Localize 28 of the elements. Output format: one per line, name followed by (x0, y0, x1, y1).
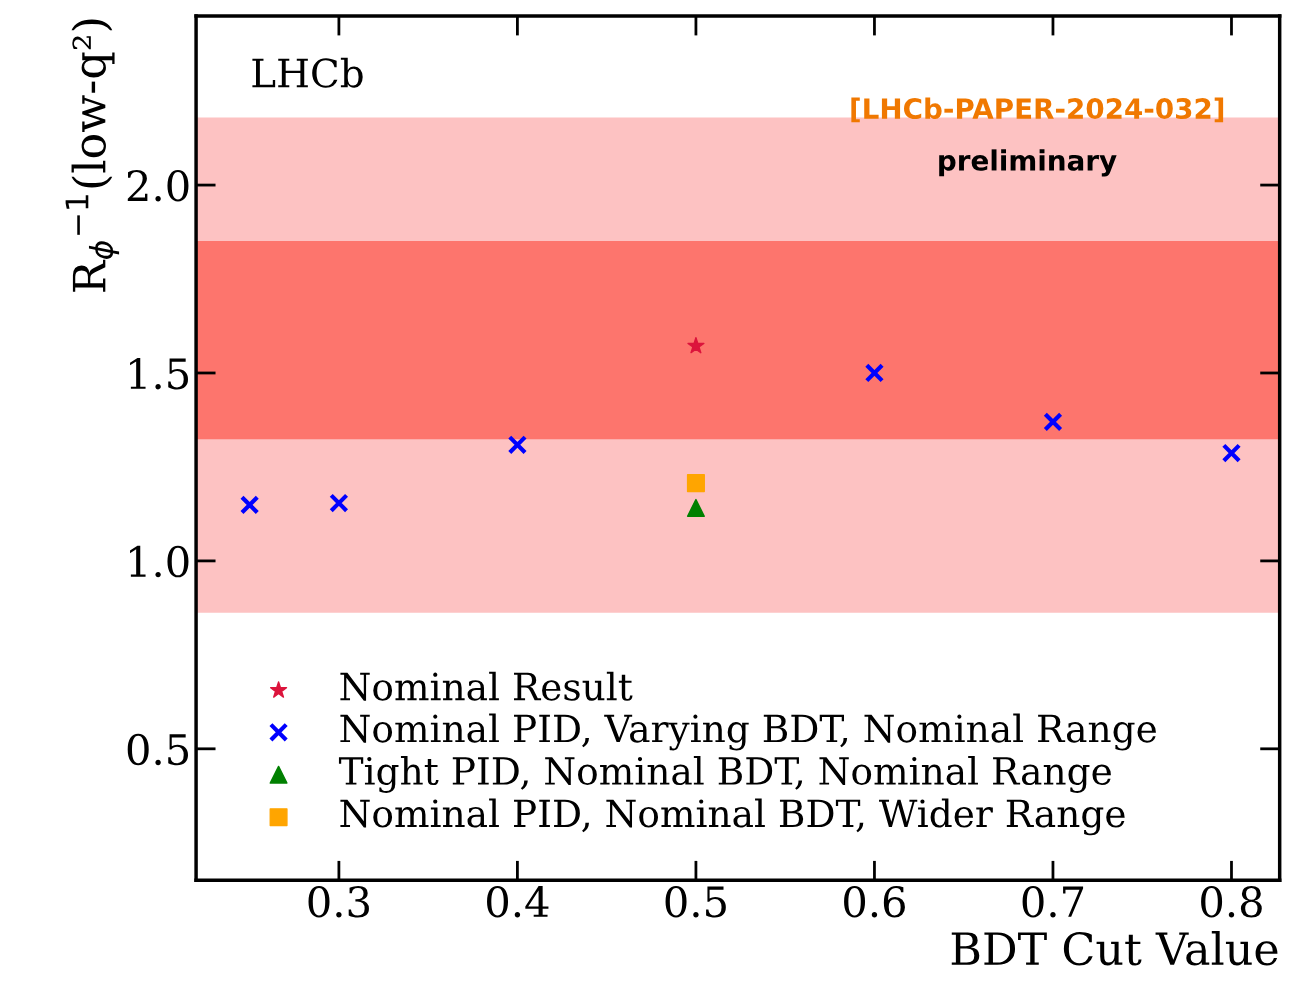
point (329, 493, 349, 513)
point (1043, 412, 1063, 432)
x-tick-label: 0.6 (844, 885, 905, 918)
x-tick-label: 0.3 (308, 885, 369, 918)
point (507, 435, 528, 455)
point (687, 336, 705, 354)
annotation: [LHCb-PAPER-2024-032] (851, 97, 1224, 123)
y-tick-label: 0.5 (127, 733, 188, 766)
point (239, 495, 260, 515)
legend-label: Tight PID, Nominal BDT, Nominal Range (338, 756, 1111, 793)
point (864, 363, 885, 383)
y-tick-label: 1.0 (130, 545, 189, 578)
y-tick-label: 1.5 (130, 357, 188, 390)
legend-label: Nominal PID, Varying BDT, Nominal Range (340, 713, 1156, 751)
point (1221, 443, 1242, 463)
annotation: LHCb (252, 57, 363, 88)
legend-label: Nominal Result (340, 671, 633, 701)
legend-label: Nominal PID, Nominal BDT, Wider Range (340, 798, 1125, 836)
point (686, 498, 705, 517)
x-tick-label: 0.4 (487, 885, 549, 918)
y-axis-title: R$_{ϕ}$$^{−1}$(low-q²) (65, 19, 120, 292)
x-axis-title: BDT Cut Value (951, 931, 1278, 966)
annotation: preliminary (939, 149, 1117, 177)
x-tick-label: 0.7 (1022, 885, 1084, 918)
point (686, 474, 705, 493)
x-tick-label: 0.5 (665, 885, 726, 918)
x-tick-label: 0.8 (1201, 885, 1262, 918)
y-tick-label: 2.0 (127, 169, 189, 202)
